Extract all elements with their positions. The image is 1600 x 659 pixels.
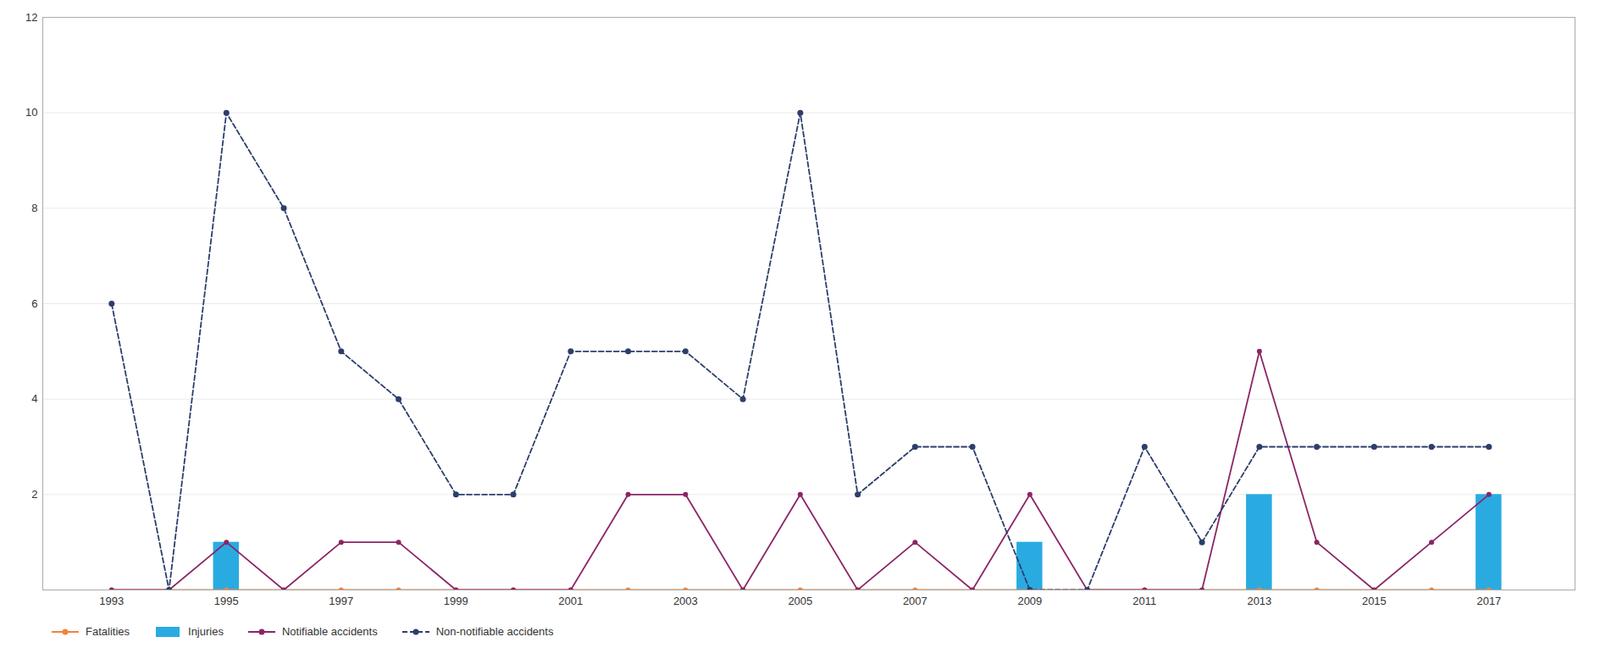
html-text:Fatalities: Fatalities (85, 625, 130, 638)
svg-text:10: 10 (25, 105, 38, 119)
svg-text:2003: 2003 (673, 594, 698, 608)
svg-text:2015: 2015 (1361, 594, 1387, 608)
svg-text:12: 12 (25, 11, 38, 24)
svg-text:1999: 1999 (443, 594, 469, 608)
svg-text:2001: 2001 (558, 594, 583, 608)
svg-text:2013: 2013 (1246, 594, 1272, 608)
svg-text:2011: 2011 (1132, 594, 1157, 608)
svg-text:1993: 1993 (99, 594, 124, 608)
svg-text:1997: 1997 (328, 594, 354, 608)
svg-text:2009: 2009 (1017, 594, 1042, 608)
svg-text:4: 4 (31, 392, 38, 405)
svg-text:2: 2 (31, 487, 38, 501)
svg-text:2007: 2007 (902, 594, 928, 608)
svg-text:1995: 1995 (214, 594, 239, 608)
svg-text:8: 8 (31, 201, 38, 215)
svg-text:6: 6 (31, 297, 38, 311)
svg-text:2005: 2005 (787, 594, 813, 608)
html-text:Notifiable accidents: Notifiable accidents (282, 625, 378, 638)
svg-text:2017: 2017 (1476, 594, 1501, 608)
html-text:Injuries: Injuries (188, 625, 224, 638)
html-text:Non-notifiable accidents: Non-notifiable accidents (435, 625, 554, 638)
